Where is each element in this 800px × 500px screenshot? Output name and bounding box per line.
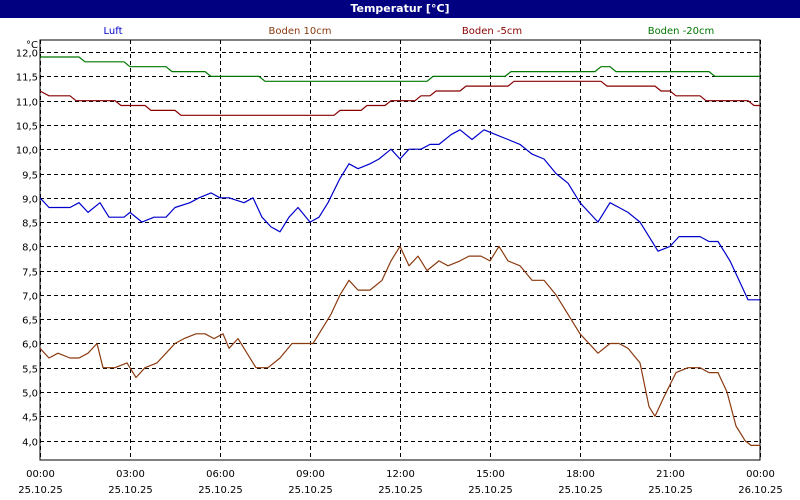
chart-title: Temperatur [°C] (0, 0, 800, 18)
x-tick-time: 03:00 (116, 469, 145, 480)
series-line-1 (39, 245, 760, 446)
y-tick-label: 12,0 (16, 49, 38, 60)
y-tick-label: 9,5 (22, 171, 38, 182)
y-tick-label: 6,5 (22, 316, 38, 327)
y-tick-label: 9,0 (22, 195, 38, 206)
legend-entry: Boden -20cm (648, 26, 715, 37)
x-tick-time: 00:00 (746, 469, 775, 480)
x-tick-date: 25.10.25 (648, 485, 693, 496)
x-tick-date: 25.10.25 (558, 485, 603, 496)
y-tick-label: 4,5 (22, 413, 38, 424)
series-line-2 (39, 80, 760, 116)
y-tick-label: 7,0 (22, 292, 38, 303)
y-tick-label: 5,0 (22, 389, 38, 400)
y-tick-label: 11,5 (16, 73, 38, 84)
y-axis-unit: °C (26, 40, 38, 51)
y-tick-label: 4,0 (22, 438, 38, 449)
x-tick-time: 18:00 (566, 469, 595, 480)
series-line-0 (39, 129, 760, 301)
y-tick-label: 7,5 (22, 268, 38, 279)
x-tick-time: 12:00 (386, 469, 415, 480)
y-tick-label: 6,0 (22, 340, 38, 351)
x-tick-date: 26.10.25 (738, 485, 783, 496)
series-line-3 (40, 56, 760, 82)
x-tick-time: 15:00 (476, 469, 505, 480)
x-tick-date: 25.10.25 (288, 485, 333, 496)
y-tick-label: 11,0 (16, 98, 38, 109)
x-tick-date: 25.10.25 (468, 485, 513, 496)
legend-entry: Luft (104, 26, 123, 37)
x-tick-time: 06:00 (206, 469, 235, 480)
y-tick-label: 8,0 (22, 243, 38, 254)
y-tick-label: 5,5 (22, 365, 38, 376)
y-tick-label: 8,5 (22, 219, 38, 230)
x-tick-date: 25.10.25 (108, 485, 153, 496)
x-tick-time: 00:00 (26, 469, 55, 480)
legend-entry: Boden -5cm (462, 26, 522, 37)
y-tick-label: 10,5 (16, 122, 38, 133)
legend-entry: Boden 10cm (269, 26, 332, 37)
x-tick-time: 09:00 (296, 469, 325, 480)
y-tick-label: 10,0 (16, 146, 38, 157)
x-tick-date: 25.10.25 (18, 485, 63, 496)
x-tick-date: 25.10.25 (378, 485, 423, 496)
x-tick-time: 21:00 (656, 469, 685, 480)
x-tick-date: 25.10.25 (198, 485, 243, 496)
